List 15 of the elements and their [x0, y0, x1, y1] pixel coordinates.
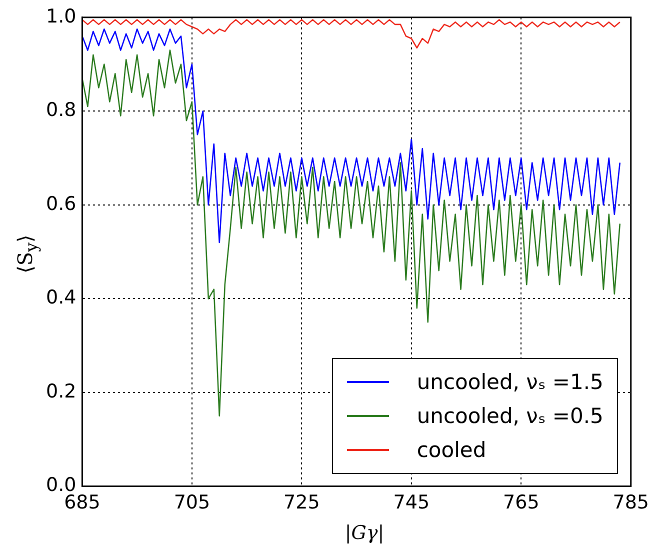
legend-label: uncooled, νₛ =1.5	[416, 370, 604, 394]
y-tick-label: 0.4	[46, 286, 76, 309]
y-tick-label: 0.2	[46, 380, 76, 402]
legend-label: cooled	[416, 438, 486, 462]
x-tick-label: 725	[284, 492, 320, 514]
x-tick-label: 705	[174, 492, 210, 514]
legend-label: uncooled, νₛ =0.5	[416, 404, 604, 428]
x-tick-label: 685	[64, 492, 100, 514]
y-tick-label: 0.6	[46, 192, 76, 215]
x-axis-title: |Gγ|	[344, 522, 386, 544]
x-tick-label: 745	[393, 492, 430, 514]
y-tick-label: 0.8	[46, 99, 76, 122]
y-tick-label: 1.0	[46, 5, 76, 28]
x-tick-label: 765	[503, 492, 540, 514]
x-tick-label: 785	[612, 492, 649, 514]
